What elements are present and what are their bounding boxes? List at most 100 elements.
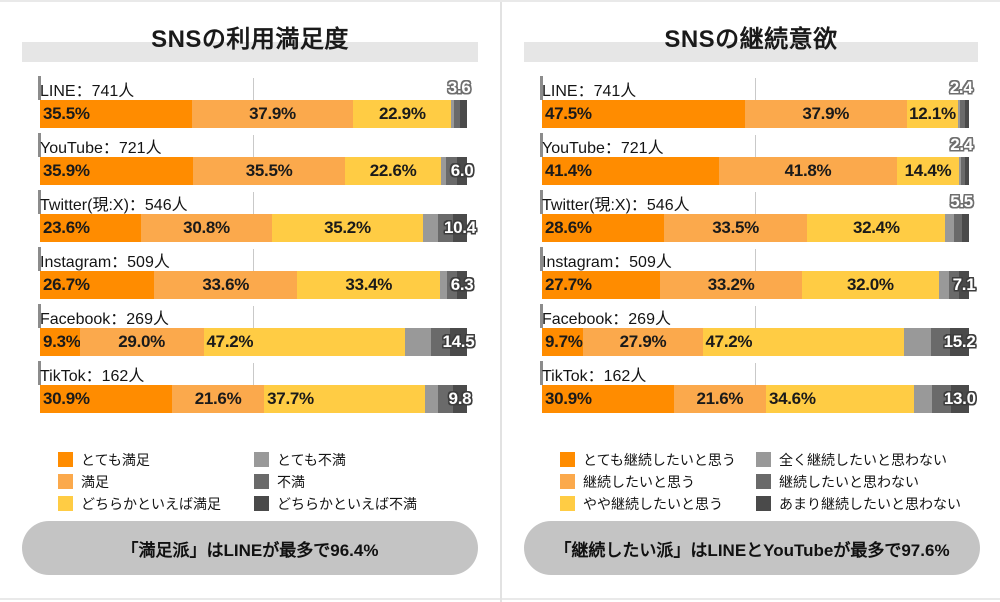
segment-value: 33.2%	[707, 275, 755, 294]
legend-label: とても不満	[277, 451, 346, 468]
row-tick-mark	[540, 190, 543, 214]
segment-value: 35.2%	[324, 218, 371, 237]
bar-segment: 35.9%	[40, 157, 194, 185]
segment-value: 37.7%	[267, 389, 314, 408]
stacked-bar: 30.9% 21.6% 34.6% 13.0	[542, 385, 976, 413]
legend-item: やや継続したいと思う	[560, 494, 756, 513]
segment-value: 33.6%	[202, 275, 250, 294]
bar-segment: 37.7%	[264, 385, 426, 413]
legend-item: 全く継続したいと思わない	[756, 450, 961, 469]
legend-item: とても不満	[254, 450, 417, 469]
bar-segment	[960, 100, 965, 128]
legend-item: 継続したいと思う	[560, 472, 756, 491]
legend-column: とても継続したいと思う 継続したいと思うやや継続したいと思う	[560, 450, 756, 513]
bar-segment: 21.6%	[171, 385, 265, 413]
segment-value: 14.5	[442, 332, 475, 351]
legend-column: とても満足 満足 どちらかといえば満足	[58, 450, 254, 513]
bar-segment: 30.9%	[40, 385, 172, 413]
stacked-bar: 30.9% 21.6% 37.7% 9.8	[40, 385, 472, 413]
summary-text: 「継続したい派」はLINEとYouTubeが最多で97.6%	[554, 540, 950, 560]
legend-item: 満足	[58, 472, 254, 491]
bar-segment: 15.2	[944, 328, 976, 356]
segment-value: 32.4%	[852, 218, 900, 237]
bar-segment	[930, 328, 951, 356]
legend-item: とても継続したいと思う	[560, 450, 756, 469]
row-category-label: Facebook：269人	[40, 311, 169, 328]
summary-text: 「満足派」はLINEが最多で96.4%	[121, 540, 379, 560]
legend-swatch-orange-mid	[58, 474, 73, 489]
bar-segment: 5.5	[950, 192, 973, 242]
bar-segment: 33.4%	[297, 271, 441, 299]
bar-segment	[446, 271, 458, 299]
chart-row: Facebook：269人 9.3% 29.0% 47.2% 14.5	[0, 304, 500, 361]
legend-swatch-grey-dark	[254, 496, 269, 511]
row-category-label: YouTube：721人	[40, 140, 162, 157]
row-category-label: Twitter(現:X)：546人	[40, 197, 188, 214]
segment-value: 30.8%	[183, 218, 230, 237]
chart-row: TikTok：162人 30.9% 21.6% 37.7% 9.8	[0, 361, 500, 418]
row-tick-mark	[38, 76, 41, 100]
stacked-bar: 35.9% 35.5% 22.6% 6.0	[40, 157, 474, 185]
gridline-50	[755, 135, 756, 157]
stacked-bar: 23.6% 30.8% 35.2% 10.4	[40, 214, 476, 242]
legend-swatch-grey-light	[254, 452, 269, 467]
legend-label: どちらかといえば不満	[277, 495, 417, 512]
segment-value: 47.2%	[705, 332, 753, 351]
legend-item: 不満	[254, 472, 417, 491]
row-tick-mark	[540, 76, 543, 100]
legend-item: とても満足	[58, 450, 254, 469]
row-tick-mark	[540, 304, 543, 328]
bar-segment: 9.7%	[542, 328, 584, 356]
gridline-50	[755, 363, 756, 385]
segment-value: 47.2%	[206, 332, 254, 351]
segment-value: 5.5	[950, 192, 973, 211]
legend-swatch-orange-light	[560, 496, 575, 511]
bar-segment: 28.6%	[542, 214, 665, 242]
bar-segment: 2.4	[950, 135, 973, 185]
segment-value: 35.5%	[245, 161, 293, 180]
segment-value: 3.6	[447, 78, 471, 97]
bar-segment	[958, 100, 961, 128]
segment-value: 14.4%	[904, 161, 952, 180]
segment-value: 2.4	[949, 78, 973, 97]
row-category-label: TikTok：162人	[542, 368, 647, 385]
bar-segment	[422, 214, 438, 242]
segment-value: 27.7%	[545, 275, 592, 294]
legend-label: やや継続したいと思う	[583, 495, 723, 512]
segment-value: 29.0%	[118, 332, 165, 351]
bar-segment: 41.8%	[718, 157, 898, 185]
bar-segment: 47.2%	[702, 328, 905, 356]
legend-label: とても満足	[81, 451, 150, 468]
legend-swatch-grey-mid	[756, 474, 771, 489]
legend-swatch-grey-light	[756, 452, 771, 467]
legend-item: 継続したいと思わない	[756, 472, 961, 491]
bar-segment: 21.6%	[673, 385, 766, 413]
bar-segment: 14.5	[442, 328, 475, 356]
bar-segment: 30.9%	[542, 385, 674, 413]
legend-item: あまり継続したいと思わない	[756, 494, 961, 513]
chart-row: LINE：741人 35.5% 37.9% 22.9% 3.6	[0, 76, 500, 133]
segment-value: 12.1%	[909, 104, 956, 123]
bar-segment: 27.7%	[542, 271, 661, 299]
chart-row: Instagram：509人 27.7% 33.2% 32.0% 7.1	[502, 247, 1000, 304]
gridline-50	[253, 78, 254, 100]
bar-segment: 3.6	[448, 78, 471, 128]
chart-legend: とても継続したいと思う 継続したいと思う やや継続したいと思う 全く継続したいと思わな…	[502, 450, 1000, 513]
segment-value: 28.6%	[545, 218, 592, 237]
segment-value: 22.9%	[378, 104, 426, 123]
segment-value: 47.5%	[545, 104, 592, 123]
bar-segment: 33.5%	[664, 214, 808, 242]
row-category-label: YouTube：721人	[542, 140, 664, 157]
gridline-50	[755, 192, 756, 214]
bar-segment: 26.7%	[40, 271, 154, 299]
summary-pill: 「満足派」はLINEが最多で96.4%	[22, 521, 478, 575]
row-category-label: Twitter(現:X)：546人	[542, 197, 690, 214]
legend-swatch-orange-dark	[58, 452, 73, 467]
segment-value: 35.9%	[43, 161, 90, 180]
bar-segment: 29.0%	[79, 328, 204, 356]
row-category-label: Facebook：269人	[542, 311, 671, 328]
row-tick-mark	[540, 361, 543, 385]
segment-value: 13.0	[943, 389, 976, 408]
title-background-band	[22, 42, 478, 62]
stacked-bar: 47.5% 37.9% 12.1% 2.4	[542, 78, 973, 128]
